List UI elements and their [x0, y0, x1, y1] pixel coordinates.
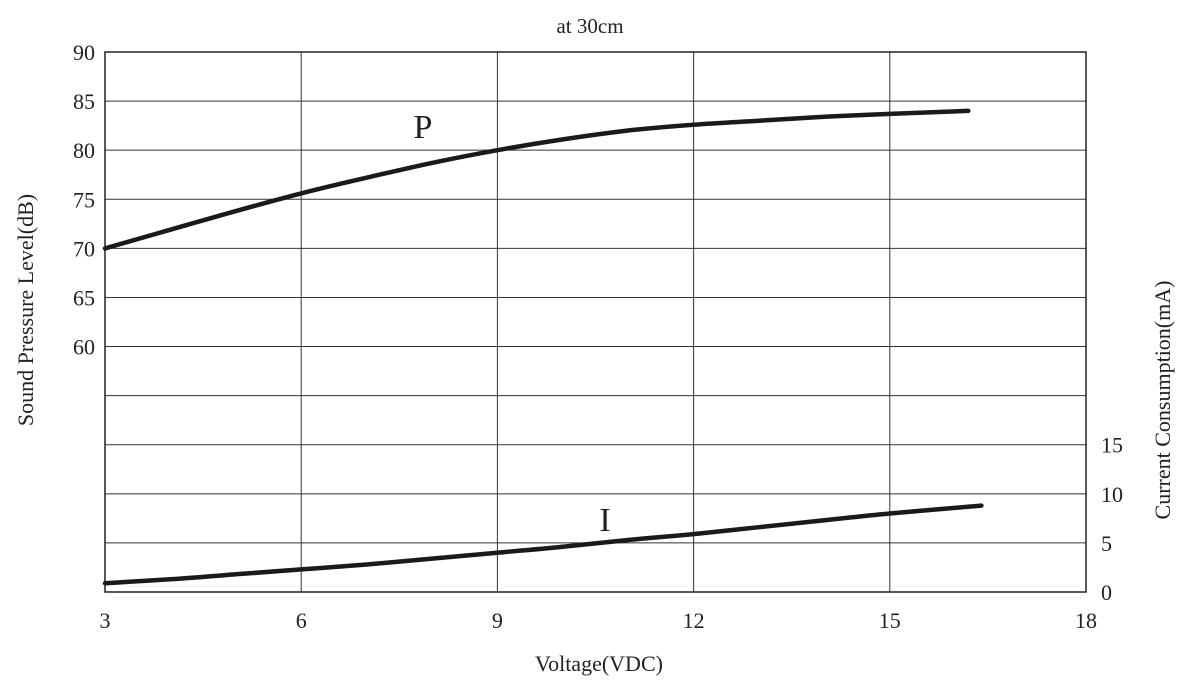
- right-axis-ticks: 15 10 5 0: [1101, 433, 1123, 605]
- series-layer: [102, 108, 984, 586]
- plot-frame: [104, 51, 1087, 593]
- right-tick-label: 5: [1101, 531, 1112, 556]
- x-axis-ticks: 3 6 9 12 15 18: [100, 608, 1098, 633]
- series-label-i: I: [599, 502, 610, 539]
- left-axis-ticks: 90 85 80 75 70 65 60: [73, 40, 95, 360]
- right-tick-label: 0: [1101, 580, 1112, 605]
- right-tick-label: 10: [1101, 482, 1123, 507]
- left-tick-label: 80: [73, 138, 95, 163]
- x-tick-label: 18: [1075, 608, 1097, 633]
- left-tick-label: 90: [73, 40, 95, 65]
- left-tick-label: 70: [73, 236, 95, 261]
- x-tick-label: 6: [296, 608, 307, 633]
- series-label-p: P: [414, 109, 433, 146]
- x-tick-label: 3: [100, 608, 111, 633]
- grid: [105, 52, 1086, 592]
- left-tick-label: 85: [73, 89, 95, 114]
- x-axis-title: Voltage(VDC): [535, 651, 663, 676]
- x-tick-label: 9: [492, 608, 503, 633]
- right-tick-label: 15: [1101, 433, 1123, 458]
- left-tick-label: 75: [73, 187, 95, 212]
- series-line-i: [102, 503, 984, 586]
- left-tick-label: 60: [73, 335, 95, 360]
- x-tick-label: 12: [683, 608, 705, 633]
- left-axis-title: Sound Pressure Level(dB): [13, 194, 38, 426]
- right-axis-title: Current Consumption(mA): [1150, 281, 1175, 520]
- x-tick-label: 15: [879, 608, 901, 633]
- left-tick-label: 65: [73, 285, 95, 310]
- series-line-p: [102, 108, 971, 251]
- chart-title: at 30cm: [556, 14, 623, 38]
